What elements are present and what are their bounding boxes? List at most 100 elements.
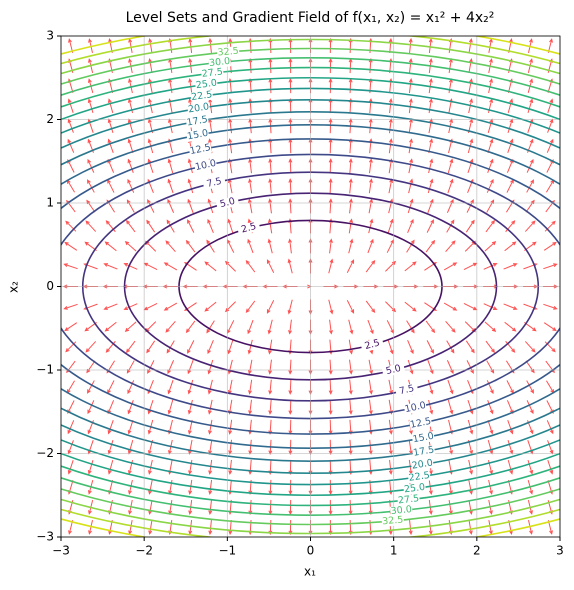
gradient-arrow	[86, 360, 96, 374]
gradient-arrow	[288, 77, 293, 94]
gradient-arrow	[268, 77, 273, 94]
gradient-arrow	[288, 519, 293, 536]
contour-label-bg	[410, 457, 434, 472]
gradient-arrow	[507, 138, 514, 153]
gradient-arrow	[488, 78, 493, 94]
gradient-arrow	[147, 158, 154, 174]
gradient-arrow	[145, 321, 157, 333]
gradient-arrow	[227, 379, 233, 395]
gradient-arrow	[207, 379, 213, 395]
gradient-arrow	[167, 198, 175, 213]
gradient-arrow	[328, 379, 333, 395]
gradient-arrow	[328, 519, 333, 536]
gradient-arrow	[425, 239, 436, 253]
gradient-arrow	[248, 399, 253, 415]
contour-label-bg	[193, 158, 218, 173]
gradient-arrow	[487, 138, 494, 154]
gradient-arrow	[107, 459, 114, 475]
gradient-arrow	[127, 439, 134, 455]
gradient-arrow	[408, 158, 414, 174]
gradient-arrow	[247, 319, 254, 335]
gradient-arrow	[288, 499, 293, 516]
gradient-arrow	[448, 499, 453, 515]
gradient-arrow	[288, 479, 293, 496]
gradient-arrow	[268, 158, 273, 174]
gradient-arrow	[425, 320, 436, 334]
gradient-arrow	[188, 439, 193, 455]
gradient-arrow	[287, 299, 293, 315]
gradient-arrow	[63, 303, 78, 310]
gradient-arrow	[367, 319, 374, 335]
gradient-arrow	[328, 118, 333, 134]
gradient-arrow	[328, 77, 333, 94]
gradient-arrow	[404, 301, 417, 312]
gradient-arrow	[207, 339, 214, 355]
gradient-arrow	[227, 218, 234, 234]
gradient-arrow	[368, 57, 373, 74]
gradient-arrow	[547, 118, 554, 133]
gradient-arrow	[207, 399, 213, 415]
gradient-arrow	[107, 380, 115, 394]
gradient-arrow	[445, 320, 456, 333]
y-tick-label: 3	[46, 29, 54, 43]
gradient-arrow	[546, 158, 554, 173]
gradient-arrow	[407, 339, 414, 355]
gradient-arrow	[426, 340, 434, 354]
gradient-arrow	[368, 379, 373, 395]
gradient-arrow	[504, 241, 517, 252]
contour-label-bg	[397, 493, 421, 507]
gradient-arrow	[428, 519, 433, 536]
gradient-arrow	[124, 241, 137, 252]
gradient-arrow	[187, 219, 195, 233]
gradient-arrow	[506, 400, 514, 415]
gradient-arrow	[468, 37, 473, 54]
gradient-arrow	[428, 118, 433, 134]
contour-label: 5.0	[385, 363, 402, 377]
gradient-arrow	[368, 499, 373, 516]
gradient-arrow	[146, 219, 156, 233]
gradient-arrow	[328, 258, 334, 274]
contour-label-bg	[412, 444, 436, 459]
gradient-arrow	[407, 359, 414, 375]
gradient-arrow	[543, 241, 557, 251]
gradient-arrow	[328, 459, 333, 476]
gradient-arrow	[128, 38, 133, 53]
gradient-arrow	[67, 420, 75, 435]
gradient-arrow	[143, 262, 158, 271]
gradient-arrow	[126, 360, 135, 374]
gradient-arrow	[288, 359, 293, 375]
gradient-arrow	[67, 138, 75, 153]
gradient-arrow	[247, 359, 253, 375]
gradient-arrow	[408, 178, 414, 194]
gradient-arrow	[148, 37, 153, 54]
gradient-arrow	[148, 78, 153, 94]
gradient-arrow	[266, 259, 275, 273]
gradient-arrow	[107, 138, 114, 153]
gradient-arrow	[328, 499, 333, 516]
gradient-arrow	[206, 239, 215, 253]
gradient-arrow	[208, 439, 213, 455]
gradient-arrow	[368, 459, 373, 475]
gradient-arrow	[328, 158, 333, 174]
gradient-arrow	[505, 340, 516, 353]
gradient-arrow	[546, 420, 554, 435]
gradient-arrow	[428, 158, 434, 174]
gradient-arrow	[124, 321, 137, 332]
gradient-arrow	[127, 178, 135, 193]
gradient-arrow	[368, 399, 373, 415]
gradient-arrow	[329, 319, 333, 335]
gradient-arrow	[525, 360, 535, 374]
gradient-arrow	[188, 37, 193, 54]
gradient-arrow	[348, 399, 353, 415]
gradient-arrow	[288, 459, 293, 476]
contour-label: 12.5	[189, 142, 212, 157]
gradient-arrow	[447, 178, 454, 194]
gradient-arrow	[388, 118, 393, 134]
gradient-arrow	[484, 321, 497, 332]
gradient-arrow	[143, 302, 158, 311]
gradient-arrow	[245, 259, 256, 273]
contour-label: 20.0	[187, 101, 210, 115]
gradient-arrow	[267, 238, 273, 254]
gradient-arrow	[348, 339, 354, 355]
gradient-arrow	[428, 98, 433, 114]
